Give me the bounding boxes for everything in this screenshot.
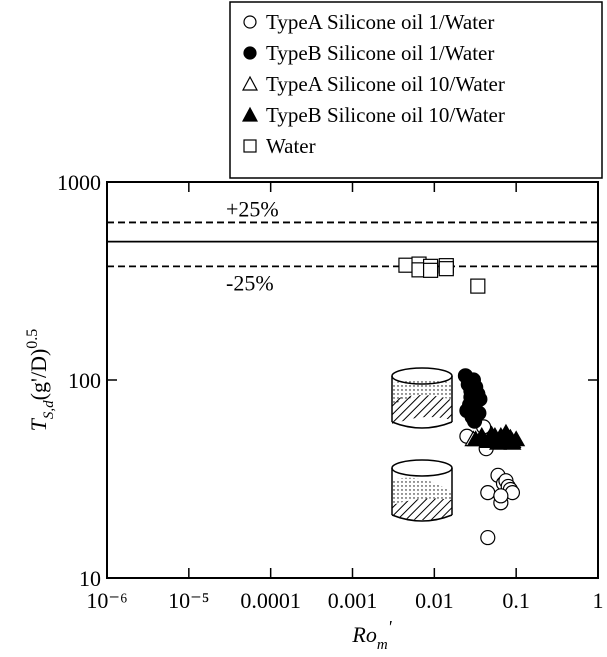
y-tick-label: 10 [79, 566, 101, 591]
legend-label: TypeB Silicone oil 10/Water [266, 103, 505, 127]
point [471, 279, 485, 293]
legend-marker [244, 140, 256, 152]
legend-marker [244, 16, 256, 28]
x-tick-label: 0.001 [328, 588, 378, 613]
annotation: +25% [226, 196, 279, 221]
chart: 10⁻⁶ 10⁻⁵ 0.0001 0.001 0.01 0.1 1 10 100 1000 +25%… [0, 0, 607, 657]
y-label-part: (g'/D) [26, 349, 51, 401]
legend-entry: TypeA Silicone oil 1/Water [244, 10, 494, 34]
legend-label: TypeB Silicone oil 1/Water [266, 41, 494, 65]
point [468, 414, 482, 428]
y-label-part: S,d [41, 400, 57, 419]
x-tick-label: 10⁻⁶ [86, 588, 127, 613]
legend-label: Water [266, 134, 316, 158]
legend-entry: TypeA Silicone oil 10/Water [243, 72, 505, 96]
series [468, 425, 524, 449]
x-tick-label: 0.01 [415, 588, 454, 613]
x-label-part: Ro [351, 622, 376, 647]
series [399, 257, 485, 293]
y-tick-label: 1000 [57, 170, 101, 195]
series [458, 369, 486, 428]
point [424, 263, 438, 277]
illustrations [392, 368, 452, 521]
point [464, 390, 478, 404]
legend-label: TypeA Silicone oil 10/Water [266, 72, 505, 96]
x-tick-label: 0.0001 [240, 588, 301, 613]
legend-entry: TypeB Silicone oil 10/Water [243, 103, 505, 127]
point [439, 262, 453, 276]
point [399, 258, 413, 272]
x-axis-label: Rom' [351, 617, 392, 653]
x-label-part: ' [388, 617, 393, 637]
x-tick-label: 1 [593, 588, 604, 613]
y-tick-label: 100 [68, 368, 101, 393]
x-tick-label: 10⁻⁵ [168, 588, 209, 613]
point [494, 489, 508, 503]
legend-marker [244, 47, 256, 59]
legend-entry: TypeB Silicone oil 1/Water [244, 41, 494, 65]
point [481, 531, 495, 545]
y-label-part: 0.5 [24, 329, 41, 349]
legend-label: TypeA Silicone oil 1/Water [266, 10, 494, 34]
x-tick-label: 0.1 [502, 588, 530, 613]
x-label-part: m [377, 637, 388, 653]
y-axis-label: TS,d(g'/D)0.5 [24, 329, 57, 432]
annotation: -25% [226, 270, 274, 295]
point [481, 486, 495, 500]
